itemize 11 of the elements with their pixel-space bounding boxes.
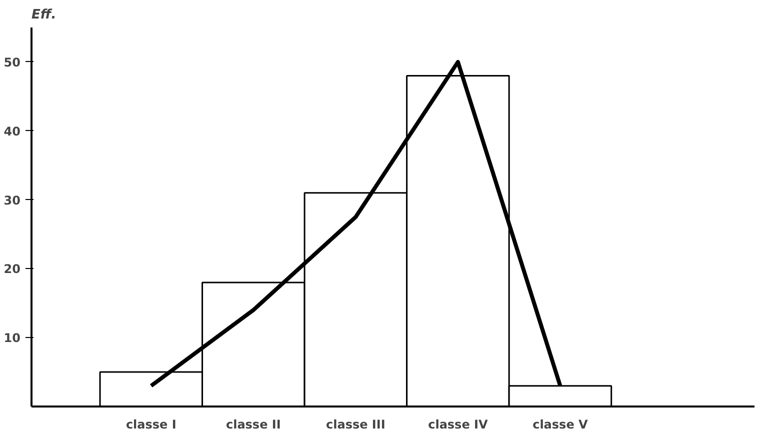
x-tick-label: classe V bbox=[532, 418, 589, 432]
x-tick-label: classe IV bbox=[428, 418, 488, 432]
y-tick-label: 40 bbox=[4, 124, 21, 138]
y-tick-label: 20 bbox=[4, 262, 21, 276]
y-tick-label: 10 bbox=[4, 331, 21, 346]
y-axis-title: Eff. bbox=[32, 8, 56, 22]
y-tick-label: 30 bbox=[4, 193, 21, 208]
x-tick-label: classe I bbox=[126, 418, 176, 432]
x-tick-label: classe II bbox=[226, 418, 281, 432]
y-tick-label: 50 bbox=[4, 55, 21, 70]
x-tick-label: classe III bbox=[326, 418, 386, 432]
